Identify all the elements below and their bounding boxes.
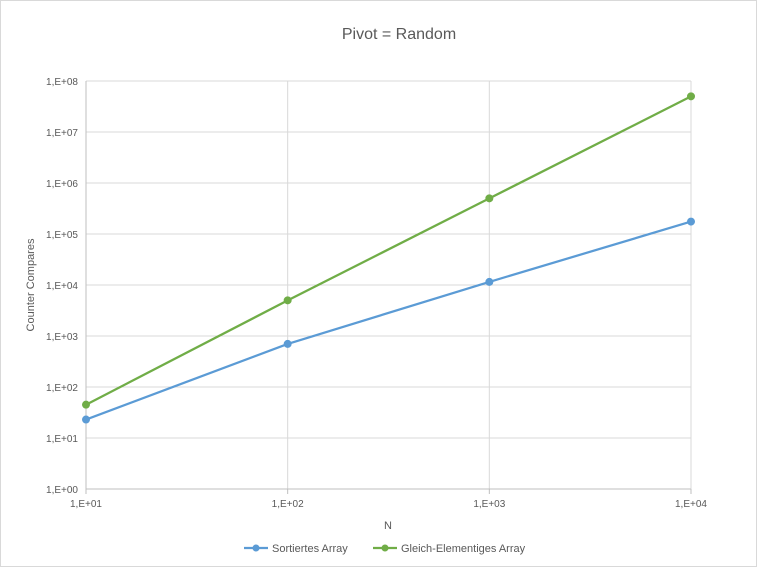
data-point-series-1 [485, 277, 494, 286]
y-tick-label: 1,E+07 [46, 128, 78, 139]
data-point-series-1 [283, 339, 292, 348]
legend-swatch-marker [252, 544, 260, 552]
data-point-series-1 [687, 217, 695, 226]
chart-title: Pivot = Random [342, 26, 456, 43]
legend-label: Sortiertes Array [272, 543, 348, 555]
x-axis-label: N [384, 520, 392, 532]
legend: Sortiertes Array Gleich-Elementiges Array [244, 543, 526, 555]
x-tick-label: 1,E+01 [70, 499, 102, 510]
series-line-1 [85, 220, 692, 421]
grid-layer [85, 80, 692, 490]
y-tick-label: 1,E+04 [46, 281, 78, 292]
data-point-series-2 [485, 194, 494, 203]
y-tick-label: 1,E+08 [46, 77, 78, 88]
data-point-series-2 [82, 400, 90, 409]
legend-swatch-marker [381, 544, 389, 552]
legend-item-2: Gleich-Elementiges Array [373, 543, 526, 555]
y-axis-label: Counter Compares [25, 238, 37, 331]
axis-layer: 1,E+00 1,E+01 1,E+02 1,E+03 1,E+04 1,E+05 1,E+… [46, 77, 707, 510]
x-tick-label: 1,E+02 [272, 499, 304, 510]
legend-label: Gleich-Elementiges Array [401, 543, 526, 555]
legend-item-1: Sortiertes Array [244, 543, 348, 555]
series-line-2 [85, 95, 692, 406]
data-point-series-2 [283, 296, 292, 305]
y-tick-label: 1,E+06 [46, 179, 78, 190]
y-tick-label: 1,E+03 [46, 332, 78, 343]
data-point-series-1 [82, 415, 90, 424]
y-tick-label: 1,E+05 [46, 230, 78, 241]
y-tick-label: 1,E+00 [46, 485, 78, 496]
x-tick-label: 1,E+04 [675, 499, 707, 510]
y-tick-label: 1,E+01 [46, 434, 78, 445]
y-tick-label: 1,E+02 [46, 383, 78, 394]
series-layer [82, 92, 695, 424]
data-point-series-2 [687, 92, 695, 101]
x-tick-label: 1,E+03 [473, 499, 505, 510]
